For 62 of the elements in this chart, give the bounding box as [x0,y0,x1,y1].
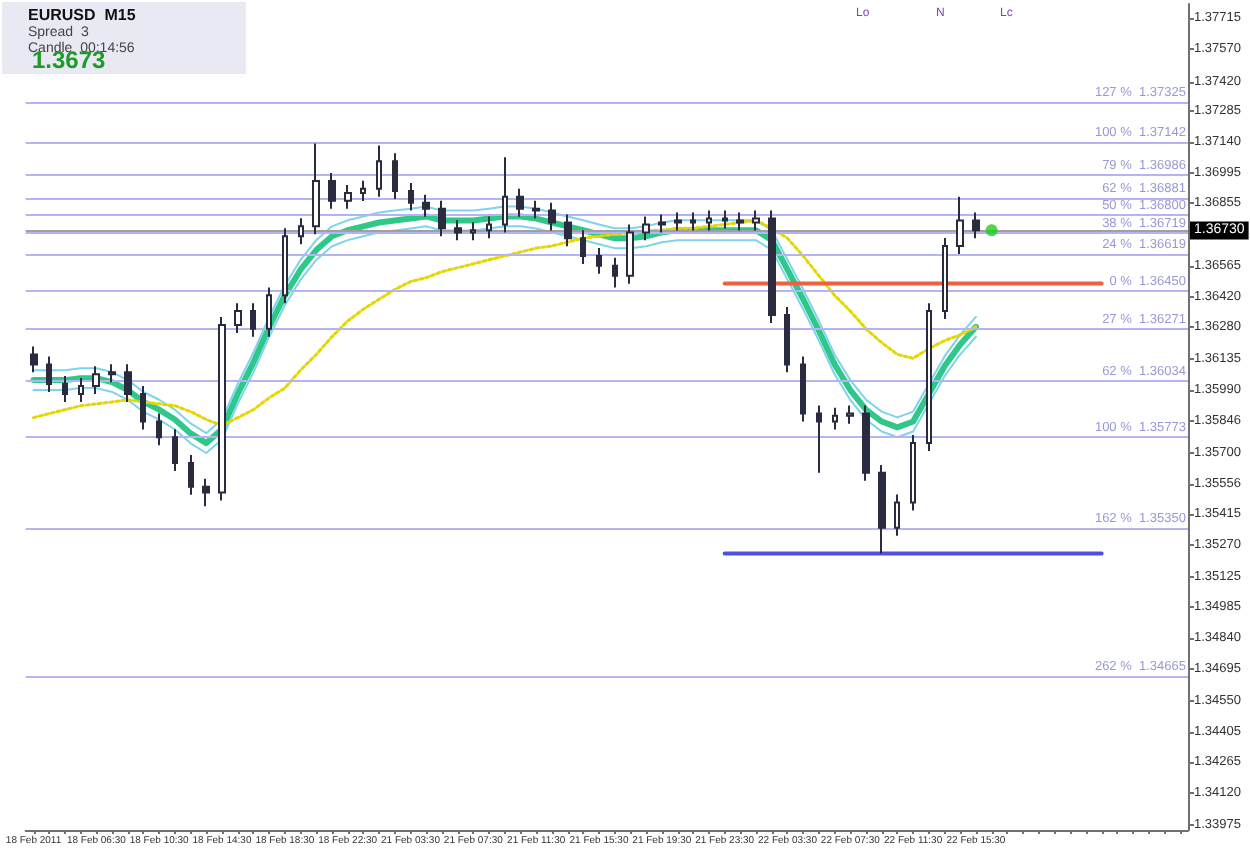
candlestick [564,213,572,248]
candlestick [328,172,336,210]
candlestick [172,428,178,472]
candlestick [532,199,540,220]
candlestick [972,211,980,240]
candlestick [360,179,366,202]
candlestick [470,221,476,242]
candlestick [832,406,838,431]
candlestick [956,195,964,255]
candlestick [816,404,822,474]
candlestick [156,412,162,447]
candlestick [910,434,916,512]
candlestick [706,209,712,232]
candlestick [846,404,854,425]
candlestick [894,493,900,537]
candlestick [188,453,194,496]
chart-title: EURUSD M15 [28,6,136,24]
candlestick [140,384,146,431]
candlestick [878,463,886,555]
candlestick [926,302,932,453]
candlestick [658,213,666,234]
candlestick [422,193,430,218]
candlestick [612,256,618,289]
candlestick [438,199,446,238]
candlestick [62,375,68,403]
candlestick [266,286,272,338]
candlestick [722,209,728,230]
candlestick [78,376,84,403]
candlestick [392,152,398,200]
candlestick [202,477,210,508]
candlestick [580,229,586,265]
candlestick [942,237,948,321]
candlestick [800,355,806,423]
candlestick [516,187,524,218]
candlestick [626,223,634,285]
candlestick [784,306,790,374]
candlestick [312,142,320,236]
candlestick [674,211,682,232]
candlestick [548,201,556,232]
candlestick [736,211,744,232]
candlestick [282,227,288,305]
candlestick [92,365,100,395]
candlestick [298,217,304,246]
candlestick [124,363,132,403]
candlestick [234,302,242,334]
candlestick [46,355,52,393]
candlestick [250,302,256,338]
candlestick [376,144,382,198]
candlestick [690,211,696,232]
candlestick [596,246,602,275]
candlestick [108,363,116,384]
candlestick [768,209,776,324]
candlestick [752,209,760,232]
candlestick [862,404,870,482]
candlestick [30,345,38,374]
candlestick [502,156,508,234]
candlestick [642,215,650,242]
candlestick [344,183,352,210]
candlestick [408,182,414,212]
candlestick [486,215,492,240]
candlestick [454,219,462,242]
candlestick [218,315,226,502]
